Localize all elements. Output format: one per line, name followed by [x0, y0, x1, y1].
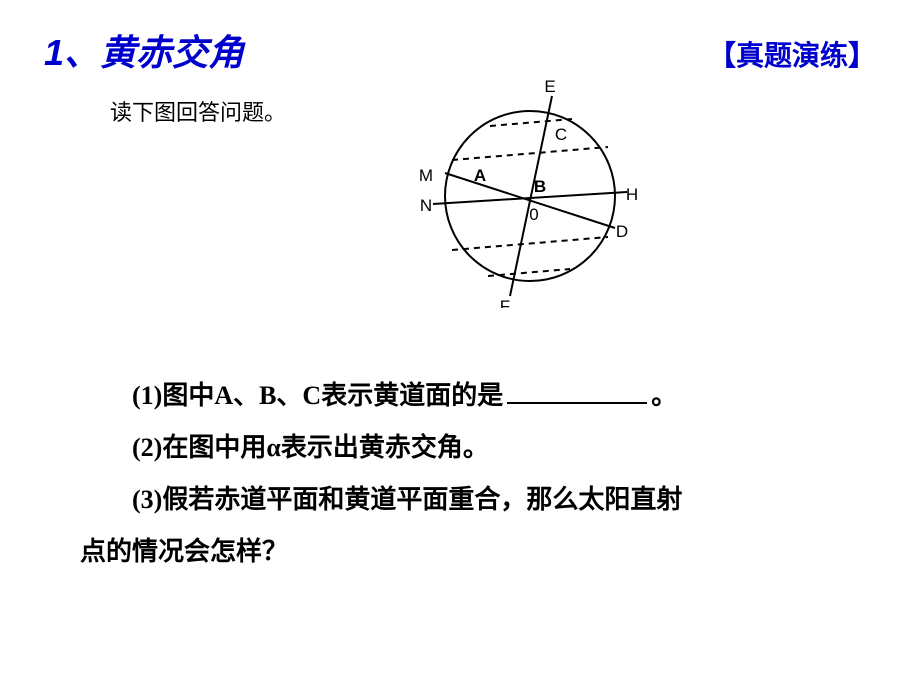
q1-text-a: (1)图中A、B、C表示黄道面的是 [132, 381, 503, 410]
celestial-diagram: E F MN HD C 0 A B [400, 78, 660, 308]
question-3b: 点的情况会怎样？ [80, 526, 840, 578]
q2-text: (2)在图中用α表示出黄赤交角。 [132, 433, 489, 462]
question-3a: (3)假若赤道平面和黄道平面重合，那么太阳直射 [80, 474, 840, 526]
question-2: (2)在图中用α表示出黄赤交角。 [80, 422, 840, 474]
svg-text:B: B [534, 177, 546, 196]
svg-text:E: E [544, 78, 555, 96]
q1-text-b: 。 [651, 381, 677, 410]
svg-text:D: D [616, 222, 628, 241]
svg-text:H: H [626, 185, 638, 204]
svg-text:N: N [420, 196, 432, 215]
question-1: (1)图中A、B、C表示黄道面的是 。 [80, 370, 840, 422]
svg-text:A: A [474, 166, 486, 185]
svg-text:C: C [555, 125, 567, 144]
instruction-text: 读下图回答问题。 [110, 95, 286, 127]
sub-title: 【真题演练】 [708, 34, 876, 74]
q1-blank [507, 402, 647, 404]
svg-text:F: F [500, 297, 510, 308]
main-title: 1、黄赤交角 [44, 24, 244, 76]
questions-block: (1)图中A、B、C表示黄道面的是 。 (2)在图中用α表示出黄赤交角。 (3)假… [80, 370, 840, 578]
diagram-svg: E F MN HD C 0 A B [400, 78, 660, 308]
q3-text-b: 点的情况会怎样？ [80, 537, 288, 566]
svg-text:0: 0 [529, 205, 538, 224]
svg-text:M: M [419, 166, 433, 185]
title-bar: 1、黄赤交角 【真题演练】 [44, 24, 876, 76]
q3-text-a: (3)假若赤道平面和黄道平面重合，那么太阳直射 [132, 485, 682, 514]
